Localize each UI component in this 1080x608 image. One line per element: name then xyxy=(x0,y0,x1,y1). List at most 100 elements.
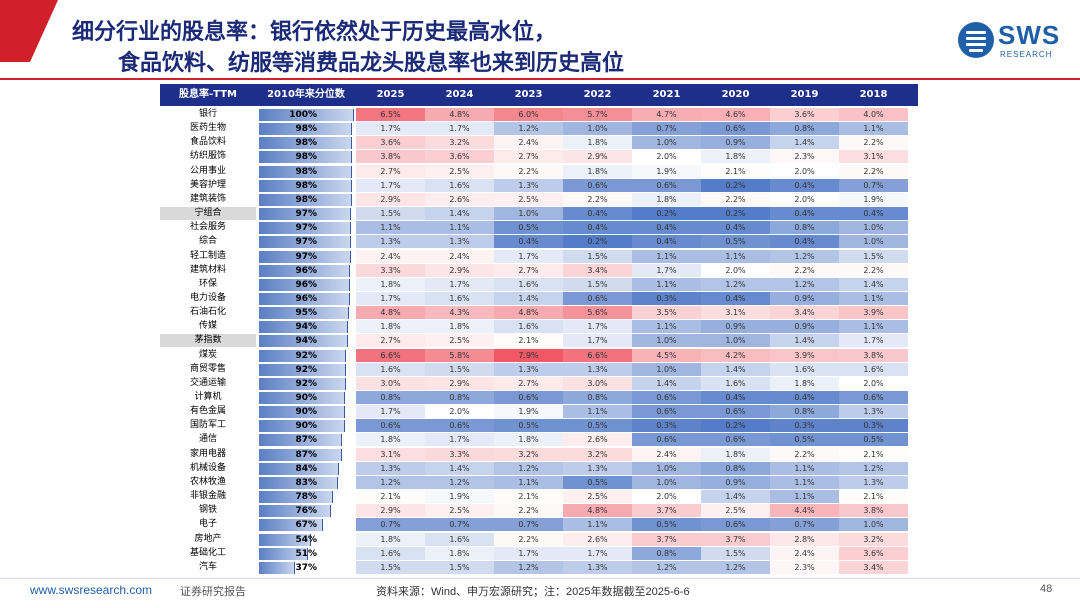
yield-cell: 3.2% xyxy=(425,136,494,150)
percentile-bar xyxy=(259,137,353,150)
industry-name: 机械设备 xyxy=(189,462,226,473)
yield-cell: 0.4% xyxy=(632,221,701,235)
yield-cell: 3.6% xyxy=(770,108,839,121)
percentile-value: 98% xyxy=(295,194,317,205)
percentile-cell: 87% xyxy=(259,448,353,461)
yield-cell: 1.2% xyxy=(770,277,839,291)
yield-cell: 0.4% xyxy=(494,235,563,249)
percentile-value: 97% xyxy=(295,209,317,220)
yield-cell: 1.2% xyxy=(701,560,770,574)
table-row: 交通运输 92% 3.0% 2.9% 2.7% 3.0% 1.4% 1.6% 1.8% 2.0% xyxy=(160,376,918,391)
yield-cell: 1.6% xyxy=(494,320,563,334)
yield-cell: 1.8% xyxy=(494,433,563,447)
percentile-cell: 92% xyxy=(259,363,353,376)
yield-cell: 2.2% xyxy=(494,532,563,546)
yield-cell: 1.2% xyxy=(356,475,425,489)
table-row: 家用电器 87% 3.1% 3.3% 3.2% 3.2% 2.4% 1.8% 2.2% 2.1% xyxy=(160,447,918,462)
yield-cell: 1.4% xyxy=(770,334,839,348)
table-row: 综合 97% 1.3% 1.3% 0.4% 0.2% 0.4% 0.5% 0.4% 1.0% xyxy=(160,235,918,249)
percentile-value: 98% xyxy=(295,166,317,177)
industry-name: 房地产 xyxy=(194,533,222,544)
yield-cell: 1.6% xyxy=(425,291,494,305)
yield-cell: 1.3% xyxy=(425,235,494,249)
table-row: 茅指数 94% 2.7% 2.5% 2.1% 1.7% 1.0% 1.0% 1.4% 1.7% xyxy=(160,334,918,348)
yield-cell: 0.6% xyxy=(632,178,701,192)
yield-cell: 1.1% xyxy=(770,490,839,504)
yield-cell: 2.2% xyxy=(563,192,632,206)
yield-cell: 2.5% xyxy=(425,164,494,178)
yield-cell: 1.9% xyxy=(632,164,701,178)
yield-cell: 0.7% xyxy=(839,178,908,192)
yield-cell: 1.1% xyxy=(839,320,908,334)
yield-cell: 2.1% xyxy=(494,490,563,504)
yield-cell: 1.0% xyxy=(632,136,701,150)
yield-cell: 3.8% xyxy=(839,348,908,362)
yield-cell: 5.8% xyxy=(425,348,494,362)
industry-name: 基础化工 xyxy=(189,547,226,558)
yield-cell: 3.1% xyxy=(356,447,425,461)
yield-cell: 2.0% xyxy=(701,263,770,277)
yield-cell: 0.8% xyxy=(356,391,425,404)
yield-cell: 0.5% xyxy=(632,518,701,532)
yield-cell: 0.2% xyxy=(563,235,632,249)
yield-cell: 0.6% xyxy=(563,178,632,192)
column-header: 2020 xyxy=(721,89,750,100)
yield-cell: 2.2% xyxy=(839,164,908,178)
percentile-value: 76% xyxy=(295,506,317,517)
yield-cell: 0.9% xyxy=(701,136,770,150)
table-row: 石油石化 95% 4.8% 4.3% 4.8% 5.6% 3.5% 3.1% 3.4% 3.9% xyxy=(160,306,918,320)
percentile-value: 98% xyxy=(295,138,317,149)
industry-name: 公用事业 xyxy=(189,165,226,176)
industry-name: 医药生物 xyxy=(189,123,226,134)
industry-name: 电子 xyxy=(198,519,217,530)
table-row: 汽车 37% 1.5% 1.5% 1.2% 1.3% 1.2% 1.2% 2.3% 3.4% xyxy=(160,560,918,575)
yield-cell: 1.3% xyxy=(356,461,425,475)
yield-cell: 1.5% xyxy=(701,546,770,560)
yield-cell: 2.9% xyxy=(563,150,632,164)
yield-cell: 3.6% xyxy=(425,150,494,164)
red-corner-accent xyxy=(0,0,58,62)
yield-cell: 1.1% xyxy=(356,221,425,235)
title-rule xyxy=(0,78,1080,80)
column-header: 2021 xyxy=(652,89,681,100)
yield-cell: 0.8% xyxy=(701,461,770,475)
percentile-value: 92% xyxy=(295,350,317,361)
yield-cell: 1.6% xyxy=(770,362,839,376)
table-row: 美容护理 98% 1.7% 1.6% 1.3% 0.6% 0.6% 0.2% 0.4% 0.7% xyxy=(160,178,918,193)
yield-cell: 2.6% xyxy=(563,532,632,546)
yield-cell: 2.7% xyxy=(356,334,425,348)
yield-cell: 6.5% xyxy=(356,108,425,121)
slide-title-line2: 食品饮料、纺服等消费品龙头股息率也来到历史高位 xyxy=(118,51,625,76)
yield-cell: 2.2% xyxy=(770,447,839,461)
yield-cell: 1.4% xyxy=(494,291,563,305)
yield-cell: 1.0% xyxy=(701,334,770,348)
yield-cell: 1.7% xyxy=(356,291,425,305)
yield-cell: 1.6% xyxy=(425,178,494,192)
yield-cell: 2.2% xyxy=(701,192,770,206)
column-header: 2024 xyxy=(445,89,474,100)
percentile-value: 96% xyxy=(295,293,317,304)
yield-cell: 1.0% xyxy=(839,221,908,235)
percentile-cell: 97% xyxy=(259,222,353,235)
industry-name: 煤炭 xyxy=(198,349,217,360)
column-header: 2019 xyxy=(790,89,819,100)
footer-url[interactable]: www.swsresearch.com xyxy=(30,583,153,597)
yield-cell: 2.7% xyxy=(494,376,563,390)
industry-name: 石油石化 xyxy=(189,307,226,318)
yield-cell: 0.5% xyxy=(563,475,632,489)
percentile-value: 97% xyxy=(295,223,317,234)
industry-name: 通信 xyxy=(198,434,217,445)
yield-cell: 3.5% xyxy=(632,306,701,320)
yield-cell: 0.8% xyxy=(563,391,632,404)
percentile-cell: 98% xyxy=(259,137,353,150)
yield-cell: 4.8% xyxy=(425,108,494,121)
yield-cell: 3.7% xyxy=(701,532,770,546)
percentile-cell: 78% xyxy=(259,491,353,504)
table-header: 股息率-TTM 2010年来分位数 2025 2024 2023 2022 2021 2020… xyxy=(160,84,918,106)
yield-cell: 1.0% xyxy=(839,235,908,249)
yield-cell: 2.5% xyxy=(494,192,563,206)
yield-cell: 1.5% xyxy=(425,560,494,574)
yield-cell: 0.5% xyxy=(494,221,563,235)
yield-cell: 2.5% xyxy=(425,504,494,518)
